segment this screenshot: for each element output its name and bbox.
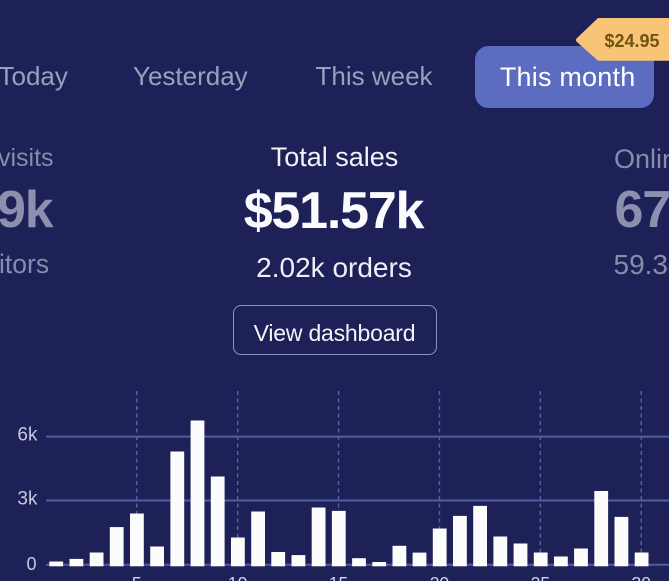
svg-text:10: 10 (228, 573, 248, 581)
svg-text:25: 25 (531, 573, 550, 581)
svg-text:6k: 6k (17, 425, 38, 446)
svg-text:0: 0 (26, 554, 36, 574)
svg-text:20: 20 (430, 573, 450, 581)
svg-text:$24.95: $24.95 (605, 31, 660, 51)
svg-text:30: 30 (632, 573, 652, 581)
svg-text:15: 15 (329, 573, 348, 581)
svg-text:3k: 3k (17, 489, 38, 510)
svg-text:5: 5 (132, 573, 142, 581)
